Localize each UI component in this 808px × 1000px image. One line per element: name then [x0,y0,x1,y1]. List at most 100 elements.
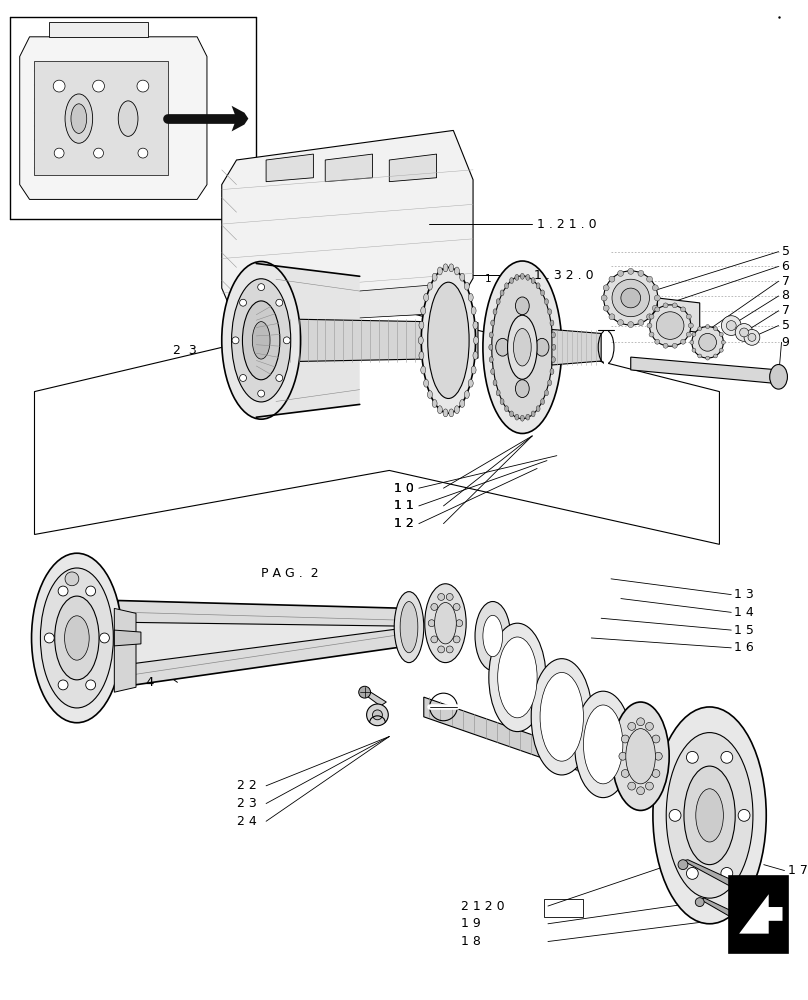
Ellipse shape [471,366,476,374]
Ellipse shape [54,148,64,158]
Ellipse shape [526,274,530,280]
Ellipse shape [258,390,264,397]
Ellipse shape [513,329,531,366]
Ellipse shape [652,770,660,777]
Ellipse shape [240,299,246,306]
Ellipse shape [516,297,529,315]
Ellipse shape [621,735,629,743]
Ellipse shape [460,400,465,407]
Ellipse shape [601,295,607,301]
Polygon shape [256,263,360,417]
Ellipse shape [686,332,692,337]
Ellipse shape [93,80,104,92]
Text: 1 5: 1 5 [734,624,754,637]
Ellipse shape [431,604,438,610]
Ellipse shape [460,273,465,281]
Polygon shape [739,894,782,934]
Ellipse shape [437,406,442,414]
Ellipse shape [583,705,623,784]
Ellipse shape [65,94,93,143]
Polygon shape [49,22,148,37]
Ellipse shape [427,282,432,290]
Ellipse shape [609,314,615,320]
Ellipse shape [612,702,669,810]
Ellipse shape [721,751,733,763]
Polygon shape [389,154,436,182]
Ellipse shape [654,752,663,760]
Ellipse shape [696,789,723,842]
Ellipse shape [419,321,424,329]
Ellipse shape [628,722,636,730]
Ellipse shape [550,320,554,326]
Ellipse shape [680,339,685,344]
Text: 1 . 2 1 . 0: 1 . 2 1 . 0 [537,218,597,231]
Polygon shape [19,37,207,199]
Ellipse shape [537,406,540,412]
Ellipse shape [425,584,466,663]
Ellipse shape [545,299,549,305]
Ellipse shape [423,294,428,301]
Ellipse shape [496,299,500,305]
Ellipse shape [692,348,696,352]
Ellipse shape [44,633,54,643]
Ellipse shape [498,637,537,718]
Polygon shape [631,357,779,384]
Ellipse shape [619,752,627,760]
Ellipse shape [726,321,736,330]
Ellipse shape [469,294,473,301]
Text: 7: 7 [781,275,789,288]
Bar [544,899,583,917]
Ellipse shape [531,278,535,284]
Bar [730,876,789,953]
Polygon shape [114,608,136,692]
Text: 9: 9 [781,336,789,349]
Ellipse shape [438,593,444,600]
Ellipse shape [65,572,79,586]
Ellipse shape [646,722,654,730]
Ellipse shape [612,279,650,317]
Ellipse shape [652,735,660,743]
Ellipse shape [531,659,592,775]
Ellipse shape [446,593,453,600]
Ellipse shape [744,330,760,345]
Ellipse shape [504,283,508,289]
Ellipse shape [649,332,654,337]
Ellipse shape [367,704,389,726]
Polygon shape [362,690,386,706]
Ellipse shape [721,867,733,879]
Ellipse shape [604,285,609,291]
Ellipse shape [493,380,497,386]
Ellipse shape [520,273,524,279]
Text: 8: 8 [781,289,789,302]
Ellipse shape [719,332,723,336]
Text: P A G .  2: P A G . 2 [261,567,319,580]
Ellipse shape [504,406,508,412]
Ellipse shape [638,270,644,276]
Ellipse shape [446,646,453,653]
Ellipse shape [550,369,554,374]
Ellipse shape [739,809,750,821]
Ellipse shape [713,354,718,358]
Ellipse shape [86,586,95,596]
Ellipse shape [628,268,633,274]
Ellipse shape [541,399,545,405]
Ellipse shape [699,333,717,351]
Ellipse shape [646,314,653,320]
Text: 7: 7 [781,304,789,317]
Ellipse shape [552,344,556,350]
Ellipse shape [663,303,668,308]
Ellipse shape [71,104,86,133]
Ellipse shape [638,320,644,326]
Ellipse shape [252,322,270,359]
Ellipse shape [94,148,103,158]
Ellipse shape [473,352,478,359]
Ellipse shape [722,316,741,335]
Ellipse shape [443,264,448,272]
Ellipse shape [258,284,264,291]
Ellipse shape [473,336,478,344]
Ellipse shape [489,623,546,732]
Ellipse shape [687,867,698,879]
Ellipse shape [646,782,654,790]
Ellipse shape [483,615,503,657]
Ellipse shape [58,586,68,596]
